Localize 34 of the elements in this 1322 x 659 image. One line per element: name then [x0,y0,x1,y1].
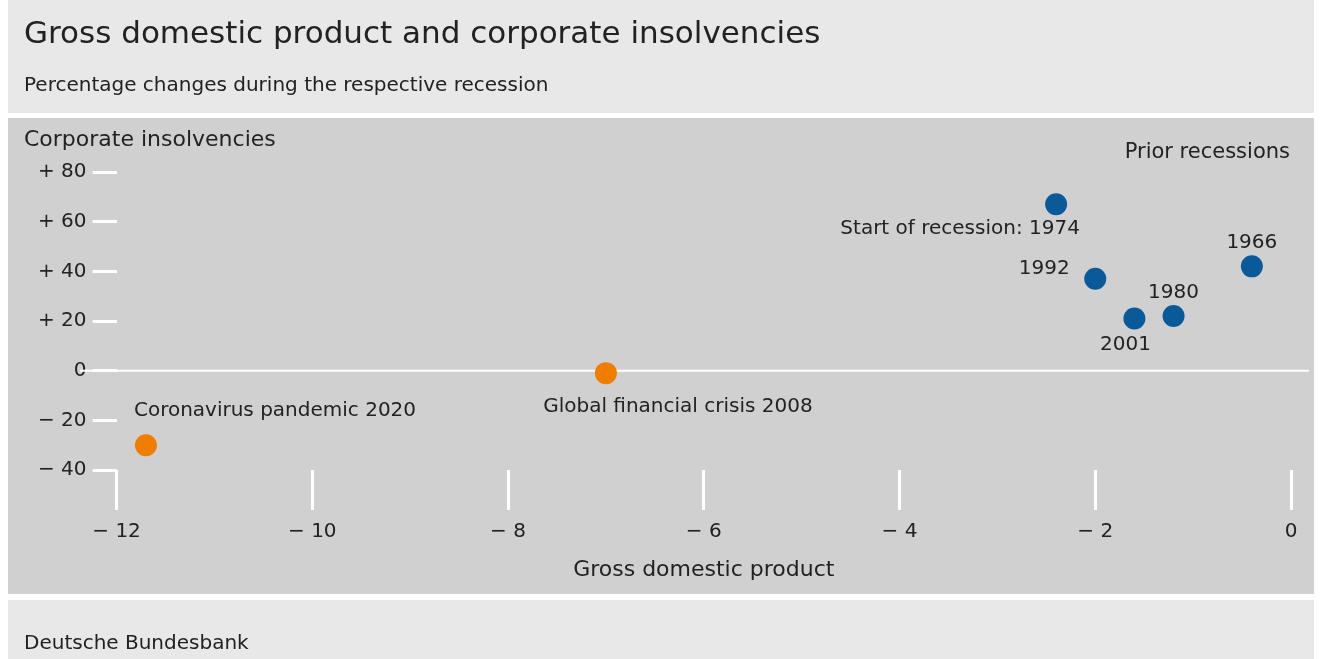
point [1240,255,1263,278]
annotation: Start of recession: 1974 [840,215,1080,240]
x-tick-label: − 6 [685,518,722,543]
chart-subtitle: Percentage changes during the respective recession [24,72,550,96]
x-tick-label: 0 [1284,518,1298,543]
annotation: Global financial crisis 2008 [543,393,813,418]
point [594,362,617,385]
y-tick-label: 0 [73,356,87,381]
x-tick-label: − 8 [490,518,526,543]
y-tick-label: + 40 [37,257,87,282]
y-tick-label: − 20 [37,406,87,431]
x-tick-label: − 10 [288,518,337,543]
chart-title: Gross domestic product and corporate insolvencies [24,14,822,50]
y-axis-title: Corporate insolvencies [24,125,276,151]
x-axis-title: Gross domestic product [573,555,835,581]
point [134,434,157,457]
y-tick-label: + 80 [37,158,87,183]
point [1084,267,1107,290]
annotation: 1992 [1018,254,1070,279]
annotation: Coronavirus pandemic 2020 [133,397,417,422]
text: Prior recessions [1124,139,1290,164]
annotation: 2001 [1099,330,1151,355]
y-tick-label: + 60 [37,207,87,232]
y-tick-label: − 40 [37,456,87,481]
x-tick-label: − 12 [92,518,141,543]
x-tick-label: − 2 [1077,518,1114,543]
annotation: 1980 [1148,279,1200,304]
x-tick-label: − 4 [881,518,918,543]
point [1123,307,1146,330]
text: Deutsche Bundesbank [24,630,250,654]
point [1045,193,1068,216]
y-tick-label: + 20 [37,307,87,332]
annotation: 1966 [1226,228,1278,253]
point [1162,305,1185,328]
